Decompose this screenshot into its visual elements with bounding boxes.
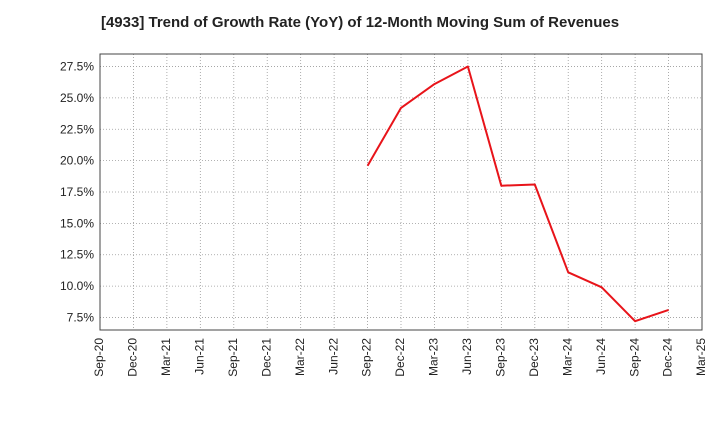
plot-frame [99,53,703,331]
x-tick-label: Dec-21 [259,338,273,377]
x-tick-label: Dec-22 [393,338,407,377]
x-tick-label: Mar-25 [694,338,708,376]
x-tick-label: Mar-21 [159,338,173,376]
y-tick-label: 12.5% [60,248,94,262]
x-tick-label: Jun-22 [326,338,340,375]
x-tick-label: Mar-24 [560,338,574,376]
chart-title: [4933] Trend of Growth Rate (YoY) of 12-… [100,14,620,31]
y-tick-label: 25.0% [60,91,94,105]
x-tick-label: Sep-21 [226,338,240,377]
y-tick-label: 15.0% [60,216,94,230]
x-tick-label: Jun-24 [594,338,608,375]
series-line [366,65,669,323]
x-tick-label: Dec-23 [527,338,541,377]
y-tick-label: 22.5% [60,122,94,136]
x-tick-label: Sep-23 [494,338,508,377]
x-tick-label: Dec-20 [126,338,140,377]
x-tick-label: Jun-23 [460,338,474,375]
x-tick-label: Mar-22 [293,338,307,376]
x-tick-label: Dec-24 [661,338,675,377]
y-tick-label: 17.5% [60,185,94,199]
x-tick-label: Sep-22 [360,338,374,377]
x-tick-label: Sep-20 [92,338,106,377]
y-tick-label: 10.0% [60,279,94,293]
y-tick-label: 27.5% [60,60,94,74]
x-tick-label: Mar-23 [427,338,441,376]
y-tick-label: 7.5% [67,310,95,324]
x-tick-label: Sep-24 [627,338,641,377]
x-tick-label: Jun-21 [193,338,207,375]
y-tick-label: 20.0% [60,154,94,168]
